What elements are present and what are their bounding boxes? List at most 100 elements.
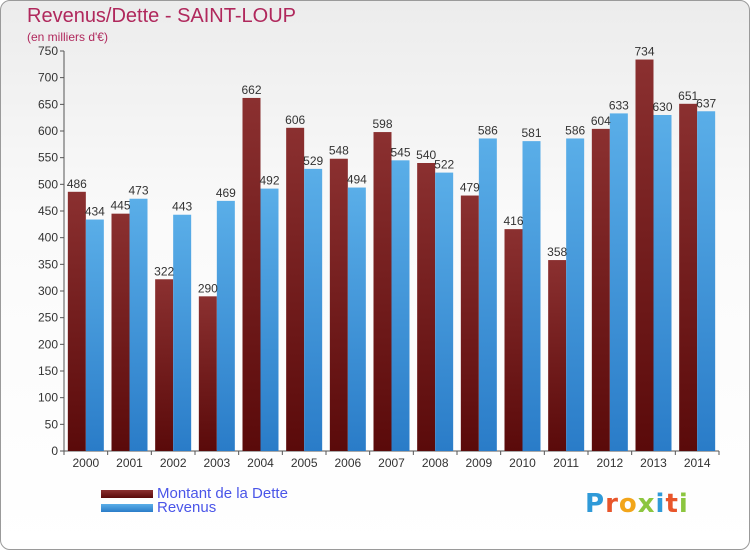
bar-dette-2002 — [155, 279, 174, 451]
bar-revenus-2003 — [216, 200, 235, 451]
legend-label-revenus: Revenus — [157, 499, 217, 516]
y-tick-label: 100 — [38, 391, 58, 405]
x-tick-label-2012: 2012 — [596, 456, 623, 470]
x-tick-label-2004: 2004 — [247, 456, 274, 470]
y-tick-label: 200 — [38, 337, 58, 351]
bar-dette-2004 — [242, 97, 261, 451]
bar-dette-2008 — [417, 163, 436, 451]
x-tick-label-2013: 2013 — [640, 456, 667, 470]
bar-revenus-2008 — [435, 172, 454, 451]
data-label-revenus-2004: 492 — [259, 174, 279, 188]
bar-dette-2011 — [548, 260, 567, 451]
data-label-dette-2001: 445 — [110, 199, 130, 213]
logo-letter: o — [618, 489, 638, 519]
y-tick-label: 250 — [38, 311, 58, 325]
logo-letter: i — [678, 489, 689, 519]
bar-dette-2010 — [504, 229, 523, 451]
y-tick-label: 750 — [38, 44, 58, 58]
x-tick-label-2009: 2009 — [465, 456, 492, 470]
data-label-revenus-2010: 581 — [521, 126, 541, 140]
y-tick-label: 300 — [38, 284, 58, 298]
bar-dette-2005 — [286, 127, 305, 452]
x-tick-label-2002: 2002 — [160, 456, 187, 470]
data-label-revenus-2000: 434 — [85, 205, 105, 219]
legend-item-revenus: Revenus — [101, 499, 288, 516]
y-tick-label: 500 — [38, 177, 58, 191]
x-tick-label-2007: 2007 — [378, 456, 405, 470]
logo-letter: x — [637, 489, 656, 519]
bar-revenus-2001 — [129, 198, 148, 451]
bar-revenus-2012 — [609, 113, 628, 452]
data-label-dette-2011: 358 — [547, 245, 567, 259]
data-label-revenus-2002: 443 — [172, 200, 192, 214]
data-label-revenus-2011: 586 — [565, 123, 585, 137]
logo-letter: r — [605, 489, 619, 519]
data-label-revenus-2007: 545 — [390, 145, 410, 159]
bar-revenus-2006 — [347, 187, 366, 452]
x-tick-label-2008: 2008 — [422, 456, 449, 470]
data-label-revenus-2013: 630 — [652, 100, 672, 114]
y-tick-label: 550 — [38, 151, 58, 165]
data-label-dette-2008: 540 — [416, 148, 436, 162]
data-label-dette-2003: 290 — [198, 281, 218, 295]
y-tick-label: 450 — [38, 204, 58, 218]
bar-revenus-2002 — [173, 214, 192, 451]
bar-revenus-2009 — [478, 138, 497, 451]
y-tick-label: 50 — [45, 417, 59, 431]
y-tick-label: 150 — [38, 364, 58, 378]
legend: Montant de la Dette Revenus — [101, 486, 288, 516]
bar-dette-2009 — [460, 195, 479, 451]
data-label-dette-2010: 416 — [503, 214, 523, 228]
legend-swatch-revenus — [101, 504, 153, 512]
bar-dette-2013 — [635, 59, 654, 452]
y-tick-label: 650 — [38, 97, 58, 111]
x-tick-label-2000: 2000 — [72, 456, 99, 470]
x-tick-label-2006: 2006 — [334, 456, 361, 470]
data-label-revenus-2001: 473 — [128, 184, 148, 198]
bar-dette-2006 — [329, 158, 348, 451]
data-label-revenus-2003: 469 — [216, 186, 236, 200]
data-label-dette-2009: 479 — [460, 181, 480, 195]
bar-chart-plot: 0 50 100 150 200 250 300 350 400 450 500 550 600 650 7… — [38, 44, 720, 470]
data-label-dette-2012: 604 — [591, 114, 611, 128]
bar-dette-2007 — [373, 132, 392, 452]
data-label-dette-2006: 548 — [329, 144, 349, 158]
data-label-revenus-2014: 637 — [696, 96, 716, 110]
bar-revenus-2010 — [522, 141, 541, 451]
bar-dette-2014 — [679, 103, 698, 452]
logo-letter: P — [585, 489, 606, 519]
logo-letter: i — [655, 489, 666, 519]
bar-dette-2003 — [198, 296, 217, 451]
x-tick-label-2005: 2005 — [291, 456, 318, 470]
logo-letter: t — [665, 489, 679, 519]
legend-swatch-dette — [101, 490, 153, 498]
data-label-revenus-2005: 529 — [303, 154, 323, 168]
bar-dette-2000 — [67, 191, 86, 452]
bar-revenus-2011 — [566, 138, 585, 451]
bar-revenus-2005 — [304, 168, 323, 451]
data-label-revenus-2012: 633 — [609, 98, 629, 112]
bar-revenus-2013 — [653, 115, 672, 451]
x-tick-label-2001: 2001 — [116, 456, 143, 470]
y-tick-label: 400 — [38, 231, 58, 245]
bar-dette-2012 — [591, 128, 610, 451]
data-label-dette-2004: 662 — [241, 83, 261, 97]
bar-revenus-2004 — [260, 188, 279, 451]
bar-revenus-2000 — [85, 219, 104, 451]
x-tick-label-2003: 2003 — [203, 456, 230, 470]
data-label-revenus-2006: 494 — [347, 173, 367, 187]
legend-item-dette: Montant de la Dette — [101, 486, 288, 501]
x-tick-label-2010: 2010 — [509, 456, 536, 470]
bar-revenus-2007 — [391, 160, 410, 452]
bar-dette-2001 — [111, 213, 130, 451]
data-label-dette-2000: 486 — [67, 177, 87, 191]
chart-title: Revenus/Dette - SAINT-LOUP — [27, 5, 296, 27]
chart-subtitle: (en milliers d'€) — [27, 30, 108, 44]
y-tick-label: 700 — [38, 71, 58, 85]
y-tick-label: 350 — [38, 257, 58, 271]
bar-revenus-2014 — [697, 111, 716, 452]
data-label-revenus-2008: 522 — [434, 158, 454, 172]
data-label-dette-2002: 322 — [154, 264, 174, 278]
y-tick-label: 0 — [51, 444, 58, 458]
